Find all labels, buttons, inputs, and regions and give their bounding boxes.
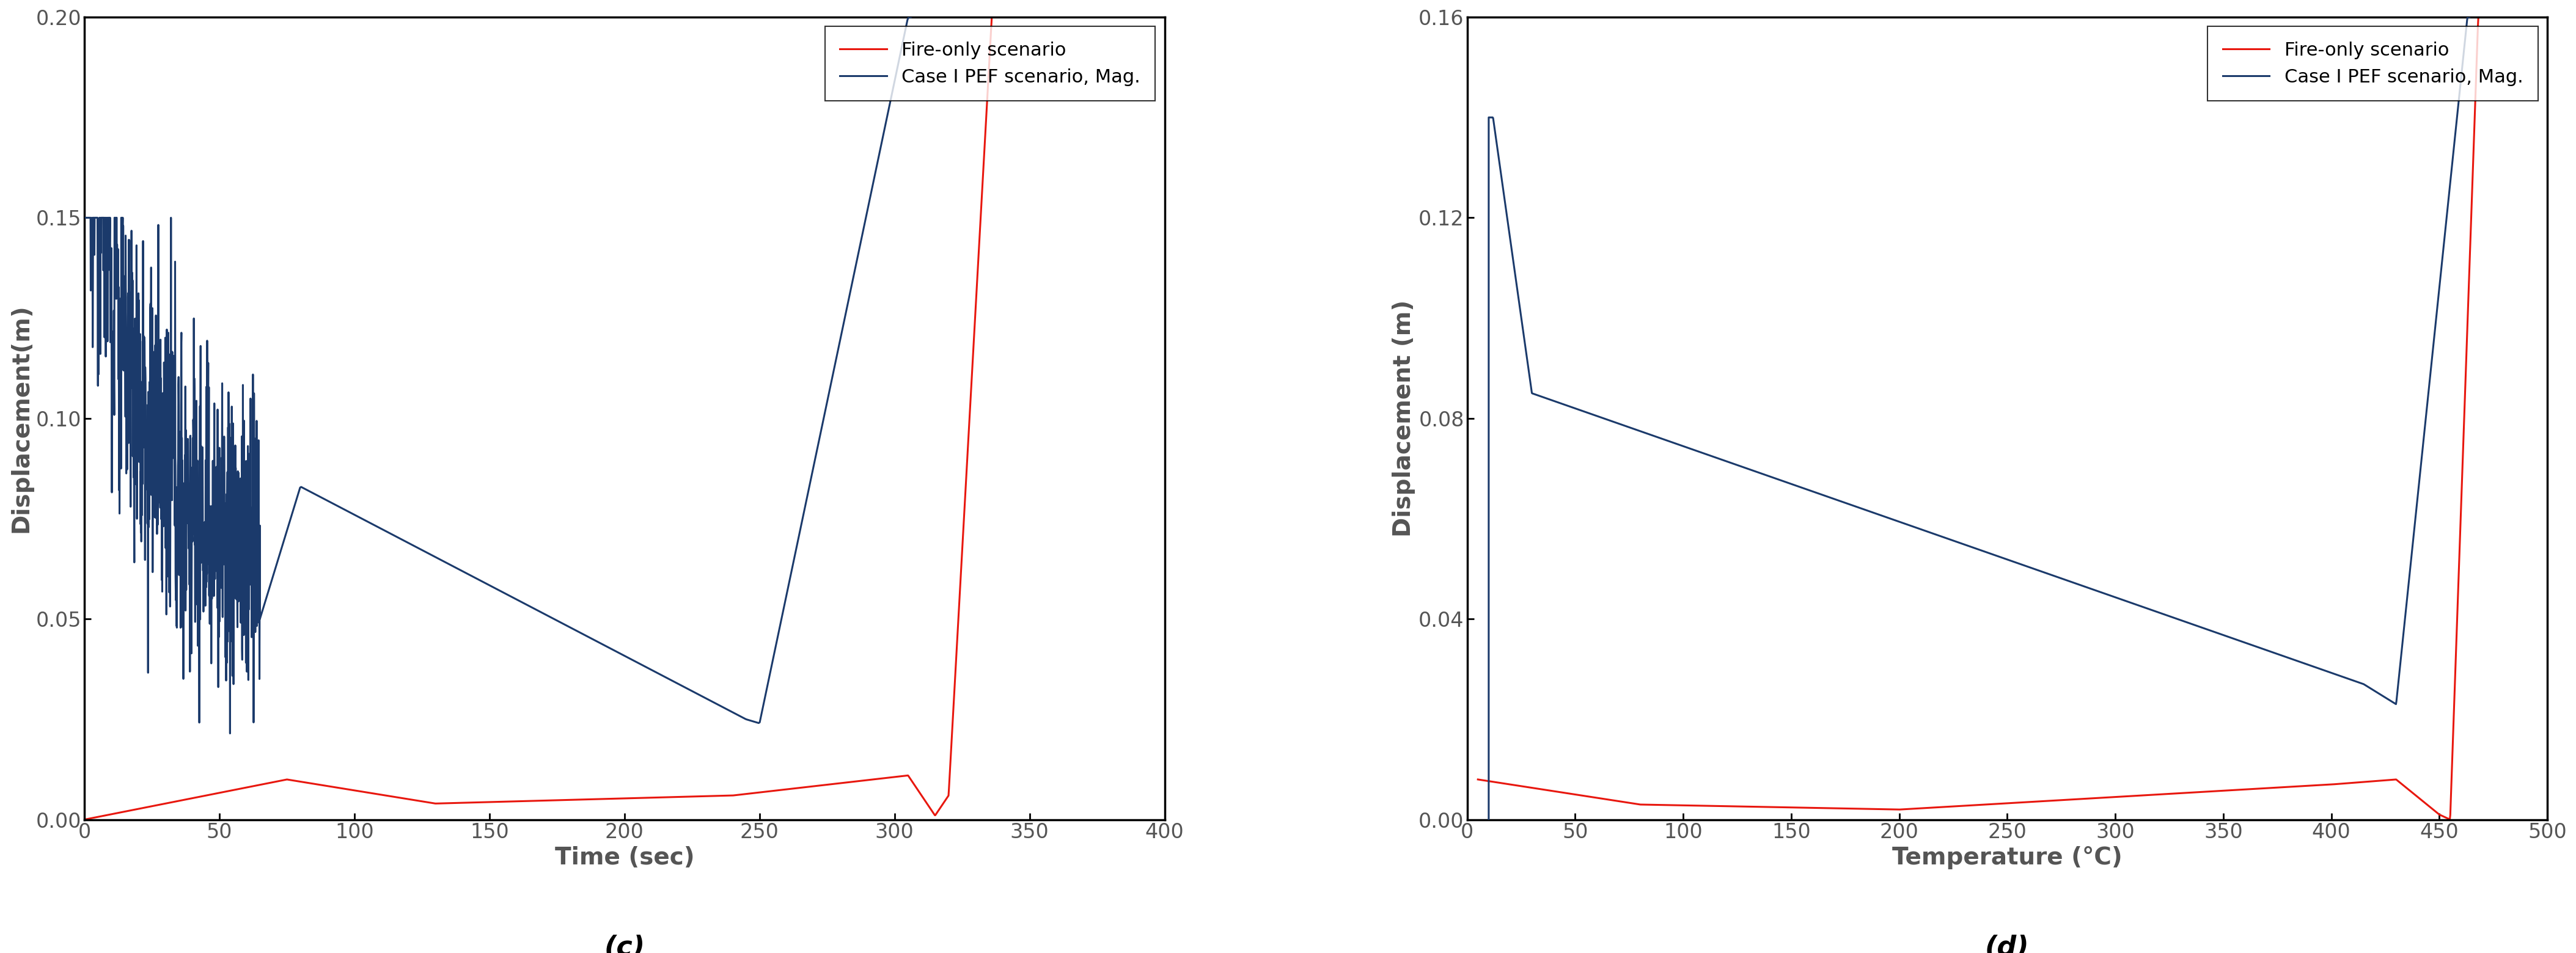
- Fire-only scenario: [1463, 774, 1494, 785]
- Case I PEF scenario, Mag.: [229, 657, 260, 668]
- X-axis label: Temperature (°C): Temperature (°C): [1893, 846, 2123, 869]
- Fire-only scenario: [2251, 782, 2282, 794]
- Fire-only scenario: [953, 447, 984, 458]
- Fire-only scenario: [1950, 800, 1981, 811]
- Fire-only scenario: [976, 11, 1007, 23]
- Fire-only scenario: [979, 11, 1010, 23]
- Fire-only scenario: [70, 814, 100, 825]
- Legend: Fire-only scenario, Case I PEF scenario, Mag.: Fire-only scenario, Case I PEF scenario,…: [2208, 27, 2537, 101]
- Case I PEF scenario, Mag.: [2280, 655, 2311, 666]
- Fire-only scenario: [513, 796, 544, 807]
- Text: (d): (d): [1986, 935, 2030, 953]
- Fire-only scenario: [2437, 781, 2468, 792]
- Case I PEF scenario, Mag.: [1561, 403, 1592, 415]
- Fire-only scenario: [116, 804, 147, 816]
- Fire-only scenario: [1515, 781, 1546, 793]
- Fire-only scenario: [1924, 801, 1955, 813]
- Text: (c): (c): [603, 935, 644, 953]
- Case I PEF scenario, Mag.: [211, 619, 242, 631]
- Y-axis label: Displacement(m): Displacement(m): [10, 304, 33, 533]
- X-axis label: Time (sec): Time (sec): [554, 846, 696, 869]
- Legend: Fire-only scenario, Case I PEF scenario, Mag.: Fire-only scenario, Case I PEF scenario,…: [824, 27, 1154, 101]
- Fire-only scenario: [2465, 11, 2496, 23]
- Line: Case I PEF scenario, Mag.: Case I PEF scenario, Mag.: [85, 17, 912, 734]
- Case I PEF scenario, Mag.: [873, 102, 904, 113]
- Case I PEF scenario, Mag.: [1473, 814, 1504, 825]
- Fire-only scenario: [2437, 766, 2468, 778]
- Case I PEF scenario, Mag.: [144, 346, 175, 357]
- Y-axis label: Displacement (m): Displacement (m): [1391, 300, 1414, 537]
- Case I PEF scenario, Mag.: [611, 650, 641, 661]
- Fire-only scenario: [786, 782, 817, 794]
- Case I PEF scenario, Mag.: [894, 11, 925, 23]
- Case I PEF scenario, Mag.: [175, 550, 206, 561]
- Case I PEF scenario, Mag.: [896, 11, 927, 23]
- Case I PEF scenario, Mag.: [1494, 234, 1525, 246]
- Case I PEF scenario, Mag.: [70, 212, 100, 223]
- Case I PEF scenario, Mag.: [2063, 578, 2094, 590]
- Fire-only scenario: [487, 796, 518, 807]
- Case I PEF scenario, Mag.: [1837, 499, 1868, 511]
- Fire-only scenario: [2434, 814, 2465, 825]
- Line: Fire-only scenario: Fire-only scenario: [1479, 17, 2481, 820]
- Case I PEF scenario, Mag.: [2455, 11, 2486, 23]
- Fire-only scenario: [953, 438, 984, 450]
- Case I PEF scenario, Mag.: [214, 728, 245, 740]
- Line: Case I PEF scenario, Mag.: Case I PEF scenario, Mag.: [1489, 17, 2470, 820]
- Fire-only scenario: [2463, 11, 2494, 23]
- Case I PEF scenario, Mag.: [2452, 11, 2483, 23]
- Case I PEF scenario, Mag.: [1525, 391, 1556, 402]
- Line: Fire-only scenario: Fire-only scenario: [85, 17, 994, 820]
